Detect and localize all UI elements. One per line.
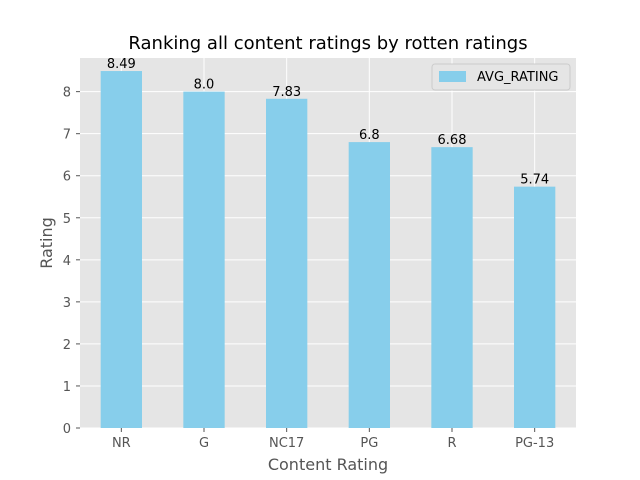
bars (100, 71, 556, 429)
y-tick-label: 4 (63, 254, 71, 269)
legend: AVG_RATING (431, 63, 571, 91)
x-tick-label: R (447, 436, 456, 451)
bar-value-label: 7.83 (272, 85, 301, 100)
bar-value-label: 8.49 (107, 57, 136, 72)
bar (100, 71, 142, 428)
x-tick-label: NC17 (269, 436, 304, 451)
y-tick-label: 8 (63, 86, 71, 101)
x-tick-label: PG-13 (515, 436, 554, 451)
bar-value-label: 6.8 (359, 128, 380, 143)
y-axis-label: Rating (37, 217, 56, 269)
x-tick-label: NR (112, 436, 131, 451)
legend-box (431, 63, 571, 91)
bar (514, 186, 556, 428)
y-tick-label: 7 (63, 128, 71, 143)
legend-swatch (439, 71, 466, 82)
x-tick-label: PG (360, 436, 378, 451)
y-axis-ticks: 0 1 2 3 4 5 6 7 8 (63, 86, 80, 437)
plot-area (80, 58, 576, 428)
data-labels: 8.49 8.0 7.83 6.8 6.68 5.74 (107, 57, 549, 188)
bar (266, 98, 308, 428)
bar (183, 91, 225, 429)
bar-value-label: 8.0 (194, 78, 215, 93)
chart-title: Ranking all content ratings by rotten ra… (128, 33, 527, 54)
x-axis-label: Content Rating (268, 455, 388, 474)
bar-value-label: 5.74 (520, 173, 549, 188)
bar (431, 147, 473, 429)
y-tick-label: 5 (63, 212, 71, 227)
x-tick-label: G (199, 436, 209, 451)
y-tick-label: 6 (63, 170, 71, 185)
legend-label: AVG_RATING (477, 70, 559, 85)
y-tick-label: 0 (63, 422, 71, 437)
y-tick-label: 3 (63, 296, 71, 311)
bar (348, 142, 390, 428)
y-tick-label: 1 (63, 380, 71, 395)
bar-value-label: 6.68 (438, 133, 467, 148)
x-axis-ticks: NR G NC17 PG R PG-13 (112, 428, 554, 451)
y-tick-label: 2 (63, 338, 71, 353)
